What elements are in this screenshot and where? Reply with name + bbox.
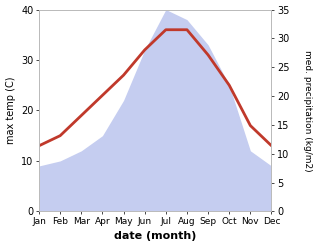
Y-axis label: med. precipitation (kg/m2): med. precipitation (kg/m2): [303, 50, 313, 171]
Y-axis label: max temp (C): max temp (C): [5, 77, 16, 144]
X-axis label: date (month): date (month): [114, 231, 197, 242]
